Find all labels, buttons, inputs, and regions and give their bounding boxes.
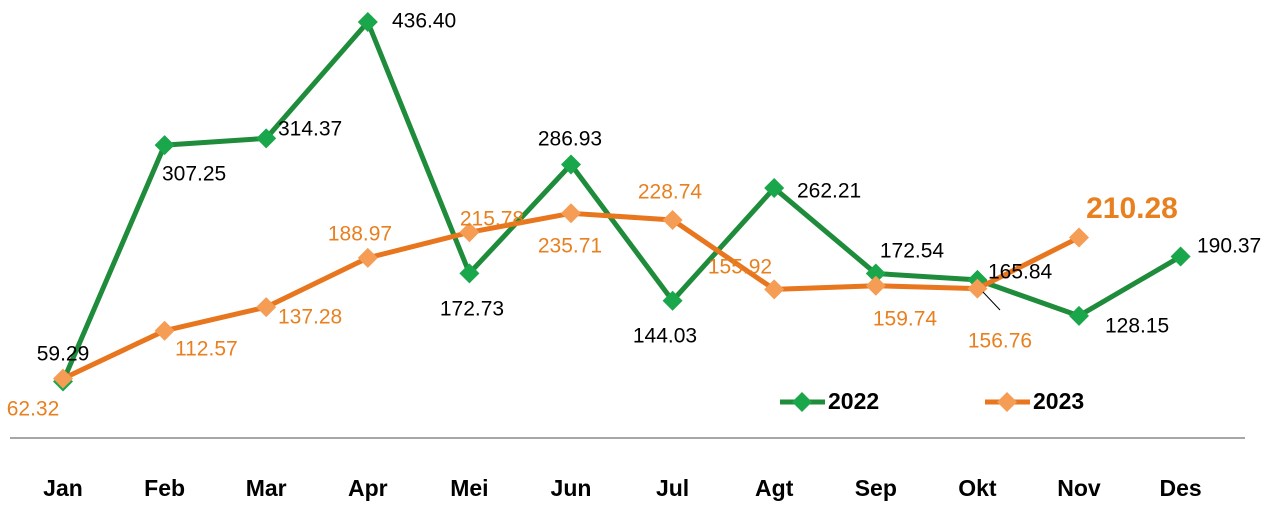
marker <box>865 275 886 296</box>
x-tick-label: Feb <box>144 475 185 501</box>
marker <box>1170 246 1191 267</box>
x-tick-label: Jun <box>551 475 592 501</box>
x-tick-label: Agt <box>755 475 794 501</box>
marker <box>662 209 683 230</box>
data-label: 235.71 <box>538 235 602 258</box>
x-tick-label: Apr <box>348 475 388 501</box>
marker <box>1069 305 1089 326</box>
data-label: 156.76 <box>968 330 1032 353</box>
legend-marker <box>792 392 812 412</box>
data-label: 155.92 <box>708 256 772 279</box>
data-label: 137.28 <box>278 306 342 329</box>
marker <box>357 12 378 32</box>
marker <box>1069 227 1089 248</box>
x-tick-label: Nov <box>1057 475 1101 501</box>
data-label: 112.57 <box>175 338 238 361</box>
data-label: 262.21 <box>797 180 861 203</box>
marker <box>154 135 175 156</box>
marker <box>256 128 277 149</box>
x-tick-label: Okt <box>958 475 997 501</box>
marker <box>561 203 581 224</box>
data-label: 307.25 <box>162 163 226 186</box>
marker <box>357 247 378 268</box>
marker <box>154 320 175 341</box>
data-label: 286.93 <box>538 128 602 151</box>
data-label: 188.97 <box>328 223 392 246</box>
data-label: 436.40 <box>392 10 456 33</box>
data-label: 172.54 <box>880 240 945 263</box>
marker <box>764 279 785 300</box>
marker <box>662 290 683 311</box>
data-label: 144.03 <box>633 325 697 348</box>
series-line <box>60 19 1182 383</box>
leader-line <box>982 291 1001 311</box>
data-label: 159.74 <box>873 308 938 331</box>
data-label: 190.37 <box>1197 235 1261 258</box>
marker <box>865 263 886 284</box>
marker <box>561 154 581 175</box>
legend-marker <box>997 392 1017 412</box>
x-tick-label: Jan <box>43 475 83 501</box>
marker <box>459 263 480 284</box>
x-tick-label: Des <box>1159 475 1201 501</box>
x-tick-label: Sep <box>855 475 897 501</box>
data-label: 215.78 <box>460 208 524 231</box>
data-label: 210.28 <box>1086 192 1178 225</box>
data-label: 128.15 <box>1105 315 1169 338</box>
data-label: 228.74 <box>638 181 703 204</box>
data-label: 59.29 <box>37 343 90 366</box>
marker <box>459 222 480 243</box>
data-label: 172.73 <box>440 298 504 321</box>
x-tick-label: Jul <box>656 475 689 501</box>
x-tick-label: Mar <box>246 475 287 501</box>
data-label: 314.37 <box>278 118 342 141</box>
marker <box>53 368 73 389</box>
marker <box>967 278 988 299</box>
legend-label: 2022 <box>828 388 879 414</box>
data-label: 62.32 <box>7 398 60 421</box>
data-label: 165.84 <box>988 261 1053 284</box>
marker <box>256 297 277 318</box>
legend-label: 2023 <box>1033 388 1084 414</box>
x-tick-label: Mei <box>450 475 488 501</box>
marker <box>764 178 785 199</box>
